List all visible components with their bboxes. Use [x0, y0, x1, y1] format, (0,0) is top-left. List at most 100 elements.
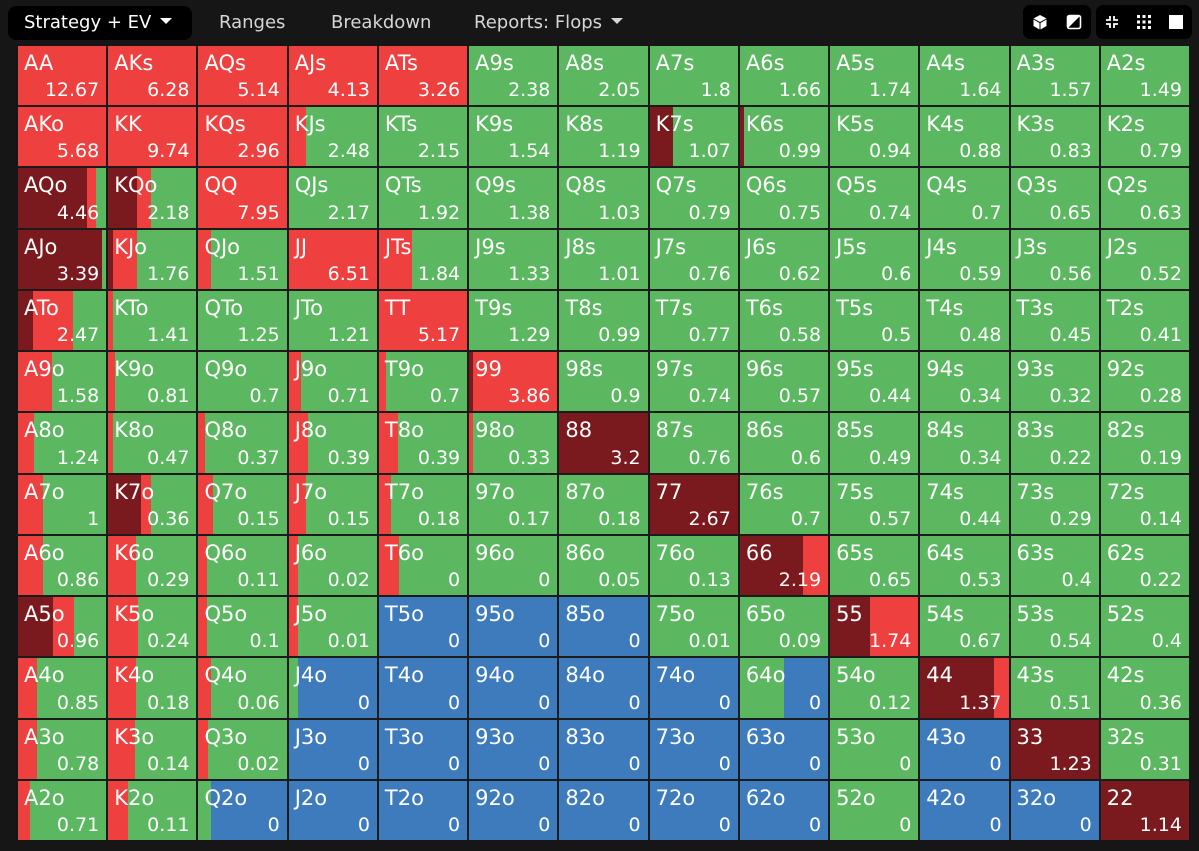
hand-cell-aa[interactable]: AA 12.67 — [18, 46, 107, 106]
hand-cell-k9s[interactable]: K9s 1.54 — [469, 107, 558, 167]
hand-cell-j6s[interactable]: J6s 0.62 — [739, 229, 829, 289]
hand-cell-qts[interactable]: QTs 1.92 — [378, 168, 468, 228]
hand-cell-jto[interactable]: JTo 1.21 — [288, 290, 377, 351]
hand-cell-kqs[interactable]: KQs 2.96 — [198, 107, 287, 167]
hand-cell-t8o[interactable]: T8o 0.39 — [378, 413, 468, 473]
hand-cell-65s[interactable]: 65s 0.65 — [830, 535, 919, 596]
hand-cell-a2s[interactable]: A2s 1.49 — [1100, 46, 1189, 106]
hand-cell-85o[interactable]: 85o 0 — [559, 597, 648, 657]
hand-cell-j7s[interactable]: J7s 0.76 — [649, 229, 738, 289]
hand-cell-ajo[interactable]: AJo 3.39 — [18, 229, 107, 289]
hand-cell-75s[interactable]: 75s 0.57 — [830, 474, 919, 534]
hand-cell-k2o[interactable]: K2o 0.11 — [108, 780, 197, 840]
hand-cell-q8o[interactable]: Q8o 0.37 — [198, 413, 287, 473]
hand-cell-aqo[interactable]: AQo 4.46 — [18, 168, 107, 228]
hand-cell-73s[interactable]: 73s 0.29 — [1010, 474, 1099, 534]
hand-cell-jj[interactable]: JJ 6.51 — [288, 229, 377, 289]
hand-cell-j4s[interactable]: J4s 0.59 — [920, 229, 1009, 289]
hand-cell-t7o[interactable]: T7o 0.18 — [378, 474, 468, 534]
hand-cell-85s[interactable]: 85s 0.49 — [830, 413, 919, 473]
hand-cell-j9o[interactable]: J9o 0.71 — [288, 352, 377, 412]
hand-cell-tt[interactable]: TT 5.17 — [378, 290, 468, 351]
hand-cell-jts[interactable]: JTs 1.84 — [378, 229, 468, 289]
hand-cell-j5s[interactable]: J5s 0.6 — [830, 229, 919, 289]
hand-cell-a6s[interactable]: A6s 1.66 — [739, 46, 829, 106]
hand-cell-ako[interactable]: AKo 5.68 — [18, 107, 107, 167]
hand-cell-82o[interactable]: 82o 0 — [559, 780, 648, 840]
hand-cell-j3o[interactable]: J3o 0 — [288, 719, 377, 779]
hand-cell-a9s[interactable]: A9s 2.38 — [469, 46, 558, 106]
hand-cell-54s[interactable]: 54s 0.67 — [920, 597, 1009, 657]
hand-cell-87s[interactable]: 87s 0.76 — [649, 413, 738, 473]
hand-cell-93o[interactable]: 93o 0 — [469, 719, 558, 779]
hand-cell-52s[interactable]: 52s 0.4 — [1100, 597, 1189, 657]
hand-cell-33[interactable]: 33 1.23 — [1010, 719, 1099, 779]
hand-cell-22[interactable]: 22 1.14 — [1100, 780, 1189, 840]
hand-cell-94s[interactable]: 94s 0.34 — [920, 352, 1009, 412]
hand-cell-t8s[interactable]: T8s 0.99 — [559, 290, 648, 351]
hand-cell-t5o[interactable]: T5o 0 — [378, 597, 468, 657]
hand-cell-98o[interactable]: 98o 0.33 — [469, 413, 558, 473]
hand-cell-t4o[interactable]: T4o 0 — [378, 658, 468, 718]
hand-cell-ato[interactable]: ATo 2.47 — [18, 290, 107, 351]
hand-cell-t9s[interactable]: T9s 1.29 — [469, 290, 558, 351]
hand-cell-94o[interactable]: 94o 0 — [469, 658, 558, 718]
hand-cell-97s[interactable]: 97s 0.74 — [649, 352, 738, 412]
hand-cell-k3s[interactable]: K3s 0.83 — [1010, 107, 1099, 167]
cube-icon[interactable] — [1023, 5, 1057, 39]
hand-cell-ats[interactable]: ATs 3.26 — [378, 46, 468, 106]
hand-cell-kto[interactable]: KTo 1.41 — [108, 290, 197, 351]
hand-cell-43s[interactable]: 43s 0.51 — [1010, 658, 1099, 718]
hand-cell-32o[interactable]: 32o 0 — [1010, 780, 1099, 840]
hand-cell-t5s[interactable]: T5s 0.5 — [830, 290, 919, 351]
hand-cell-j8o[interactable]: J8o 0.39 — [288, 413, 377, 473]
hand-cell-99[interactable]: 99 3.86 — [469, 352, 558, 412]
hand-cell-96s[interactable]: 96s 0.57 — [739, 352, 829, 412]
hand-cell-a7s[interactable]: A7s 1.8 — [649, 46, 738, 106]
hand-cell-54o[interactable]: 54o 0.12 — [830, 658, 919, 718]
hand-cell-83s[interactable]: 83s 0.22 — [1010, 413, 1099, 473]
hand-cell-86s[interactable]: 86s 0.6 — [739, 413, 829, 473]
hand-cell-64s[interactable]: 64s 0.53 — [920, 535, 1009, 596]
hand-cell-kjs[interactable]: KJs 2.48 — [288, 107, 377, 167]
hand-cell-82s[interactable]: 82s 0.19 — [1100, 413, 1189, 473]
hand-cell-74s[interactable]: 74s 0.44 — [920, 474, 1009, 534]
hand-cell-q7s[interactable]: Q7s 0.79 — [649, 168, 738, 228]
hand-cell-qq[interactable]: QQ 7.95 — [198, 168, 287, 228]
hand-cell-63s[interactable]: 63s 0.4 — [1010, 535, 1099, 596]
hand-cell-a7o[interactable]: A7o 1 — [18, 474, 107, 534]
hand-cell-j7o[interactable]: J7o 0.15 — [288, 474, 377, 534]
hand-cell-ajs[interactable]: AJs 4.13 — [288, 46, 377, 106]
hand-cell-k7s[interactable]: K7s 1.07 — [649, 107, 738, 167]
hand-cell-73o[interactable]: 73o 0 — [649, 719, 738, 779]
hand-cell-83o[interactable]: 83o 0 — [559, 719, 648, 779]
hand-cell-a8o[interactable]: A8o 1.24 — [18, 413, 107, 473]
hand-cell-j4o[interactable]: J4o 0 — [288, 658, 377, 718]
hand-cell-t9o[interactable]: T9o 0.7 — [378, 352, 468, 412]
hand-cell-t3o[interactable]: T3o 0 — [378, 719, 468, 779]
hand-cell-32s[interactable]: 32s 0.31 — [1100, 719, 1189, 779]
hand-cell-a8s[interactable]: A8s 2.05 — [559, 46, 648, 106]
hand-cell-t3s[interactable]: T3s 0.45 — [1010, 290, 1099, 351]
hand-cell-98s[interactable]: 98s 0.9 — [559, 352, 648, 412]
hand-cell-j2s[interactable]: J2s 0.52 — [1100, 229, 1189, 289]
hand-cell-q4s[interactable]: Q4s 0.7 — [920, 168, 1009, 228]
hand-cell-j3s[interactable]: J3s 0.56 — [1010, 229, 1099, 289]
hand-cell-42o[interactable]: 42o 0 — [920, 780, 1009, 840]
hand-cell-k6o[interactable]: K6o 0.29 — [108, 535, 197, 596]
hand-cell-63o[interactable]: 63o 0 — [739, 719, 829, 779]
hand-cell-t4s[interactable]: T4s 0.48 — [920, 290, 1009, 351]
hand-cell-92o[interactable]: 92o 0 — [469, 780, 558, 840]
hand-cell-k8o[interactable]: K8o 0.47 — [108, 413, 197, 473]
hand-cell-t6o[interactable]: T6o 0 — [378, 535, 468, 596]
grid-dots-icon[interactable] — [1128, 5, 1160, 39]
hand-cell-84o[interactable]: 84o 0 — [559, 658, 648, 718]
contrast-icon[interactable] — [1057, 5, 1091, 39]
hand-cell-64o[interactable]: 64o 0 — [739, 658, 829, 718]
hand-cell-q5o[interactable]: Q5o 0.1 — [198, 597, 287, 657]
tab-strategy-ev[interactable]: Strategy + EV — [8, 6, 192, 40]
hand-cell-76s[interactable]: 76s 0.7 — [739, 474, 829, 534]
hand-cell-44[interactable]: 44 1.37 — [920, 658, 1009, 718]
hand-cell-53s[interactable]: 53s 0.54 — [1010, 597, 1099, 657]
hand-cell-a4o[interactable]: A4o 0.85 — [18, 658, 107, 718]
